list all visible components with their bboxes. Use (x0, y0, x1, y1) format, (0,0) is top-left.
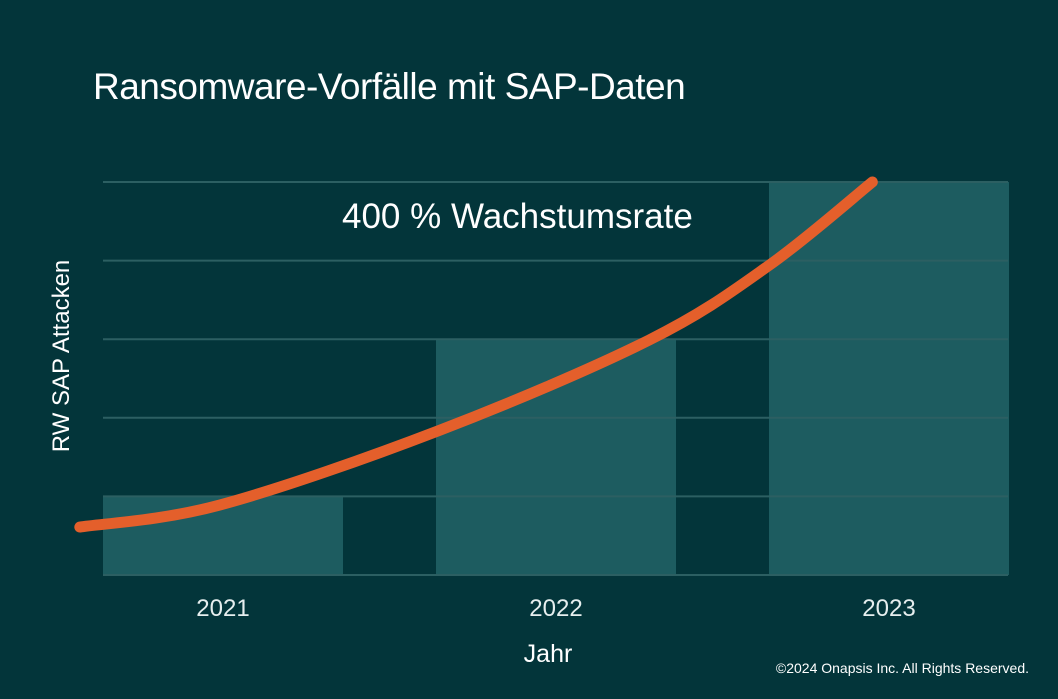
copyright-notice: ©2024 Onapsis Inc. All Rights Reserved. (775, 660, 1029, 676)
x-tick-label: 2023 (862, 595, 915, 622)
chart-title: Ransomware-Vorfälle mit SAP-Daten (93, 66, 686, 107)
bar-2023 (769, 182, 1009, 575)
x-tick-label: 2021 (196, 595, 249, 622)
growth-annotation: 400 % Wachstumsrate (342, 197, 693, 236)
x-axis-label: Jahr (523, 640, 573, 668)
x-tick-label: 2022 (529, 595, 582, 622)
bar-2022 (436, 339, 676, 575)
trend-line (74, 176, 878, 533)
